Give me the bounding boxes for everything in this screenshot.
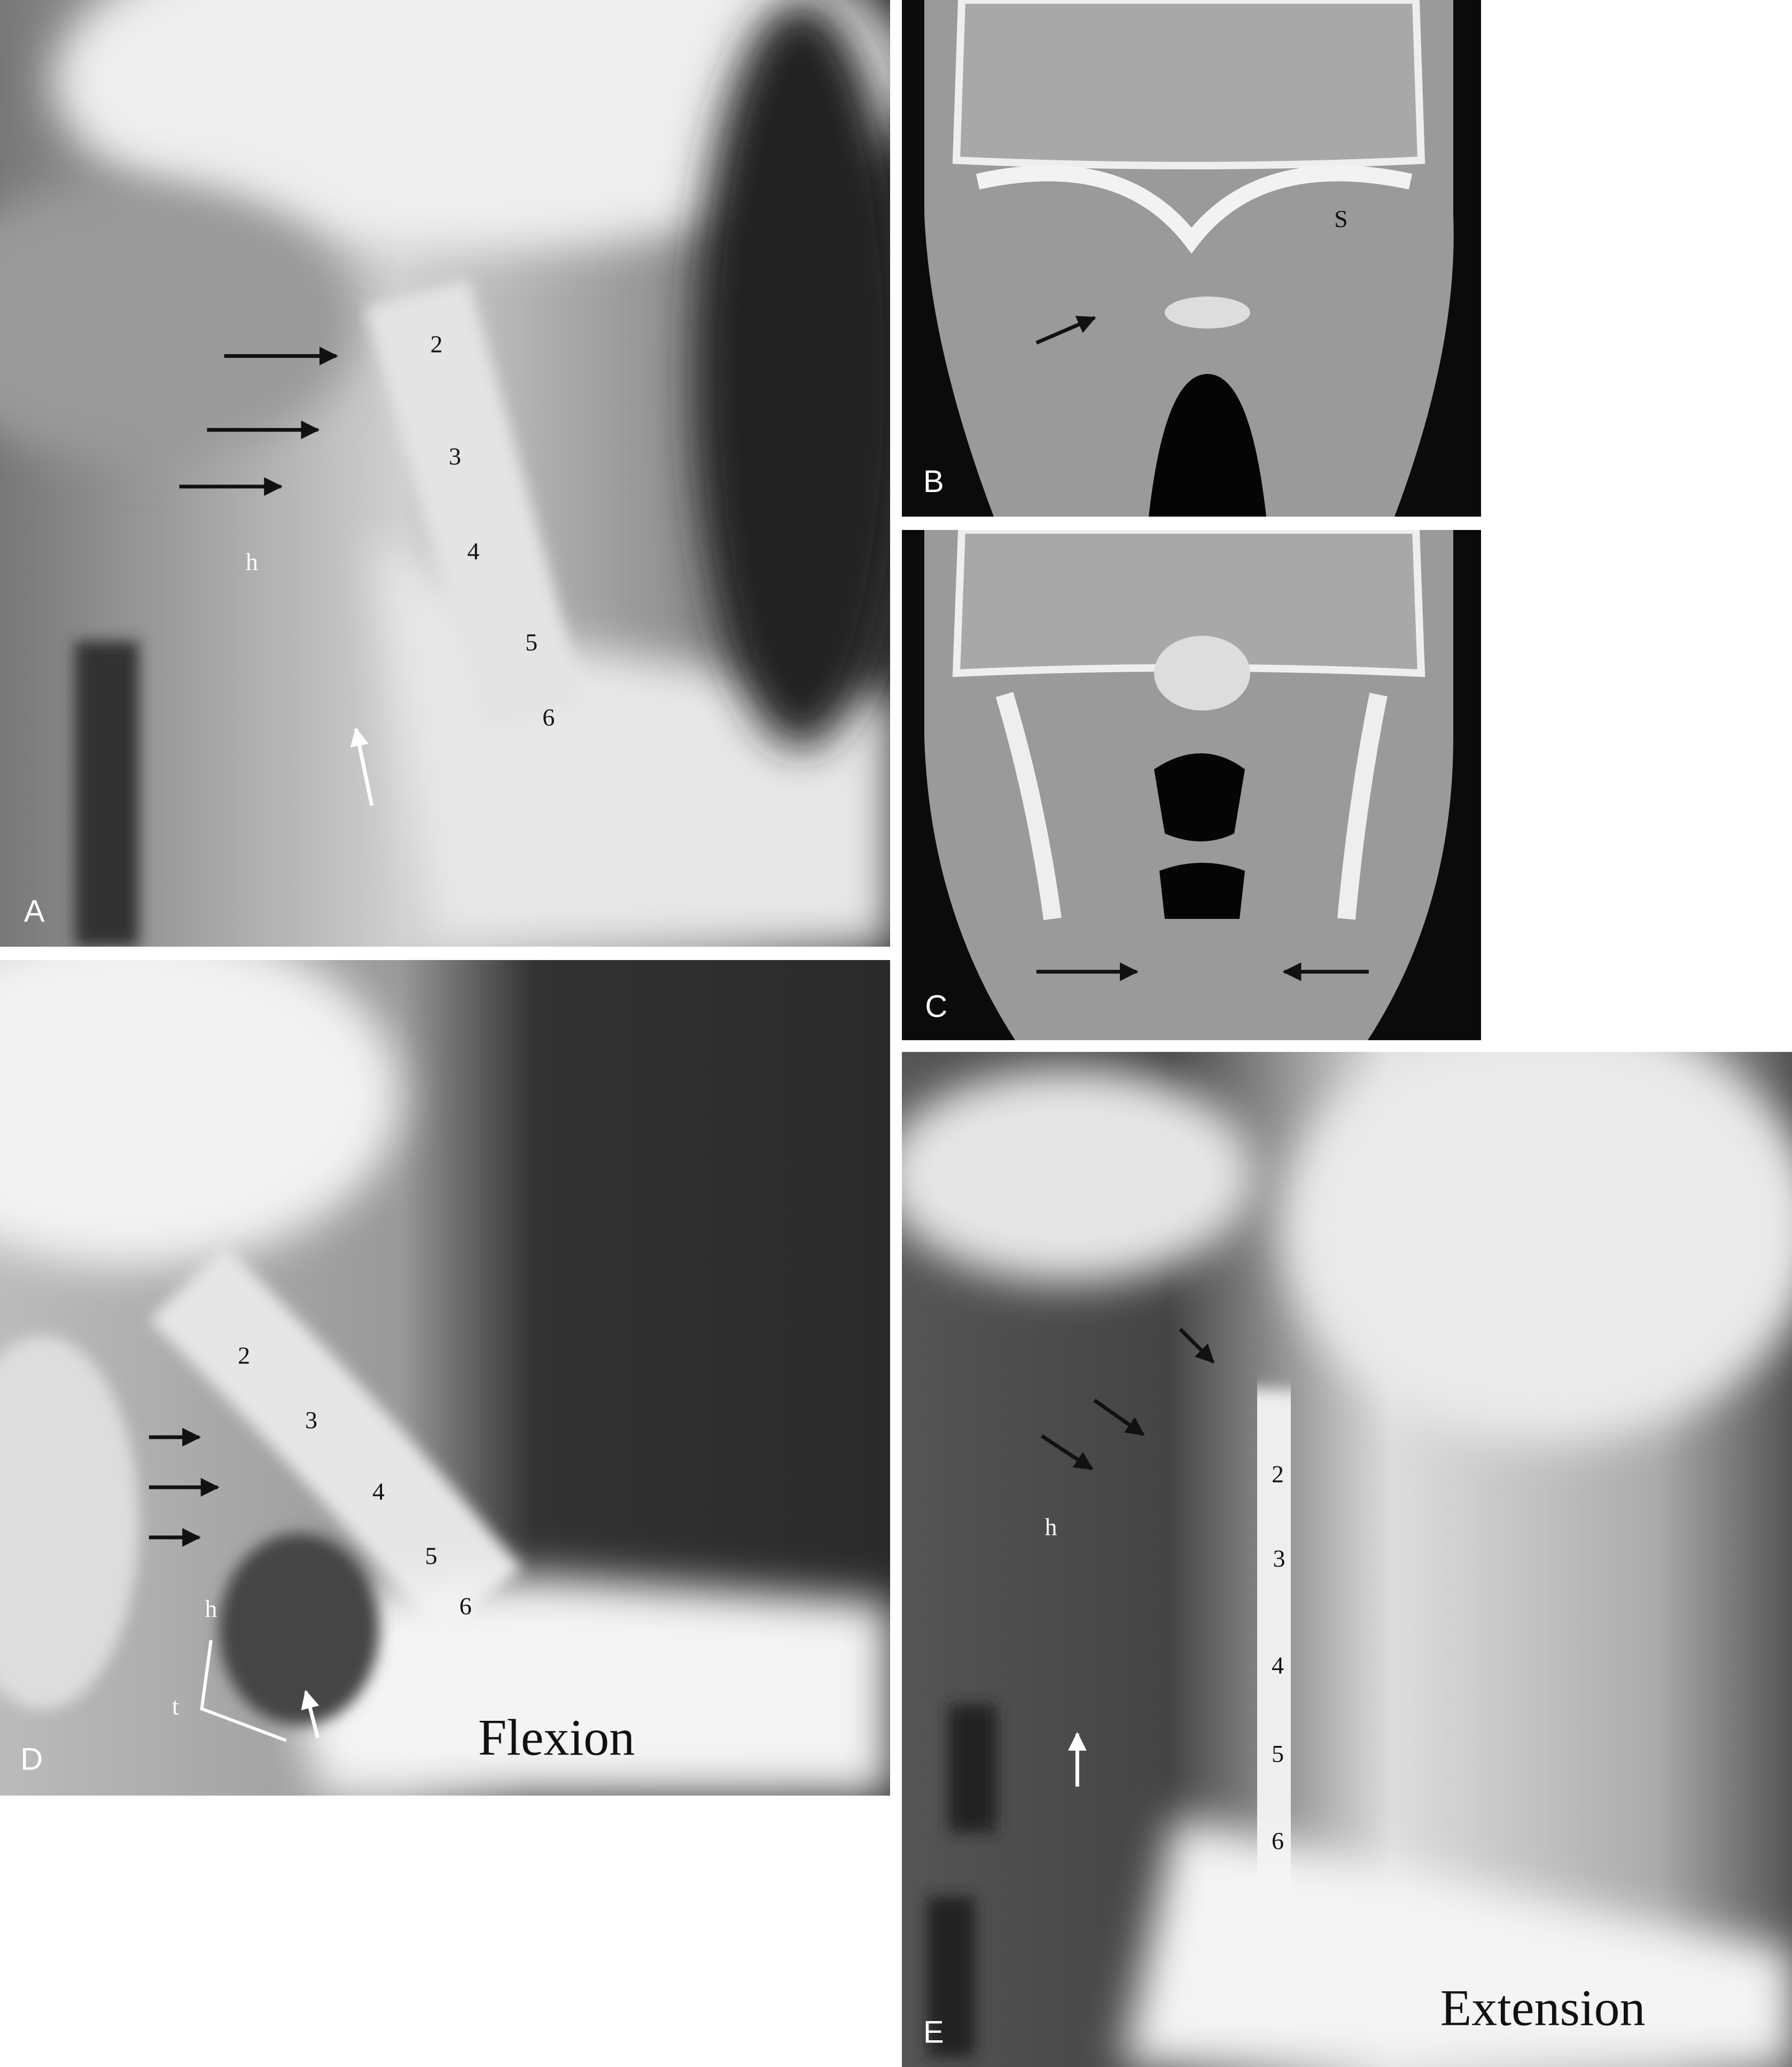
anatomic-label: 6: [1272, 1827, 1284, 1854]
arrow: [1179, 1328, 1215, 1363]
anatomic-label: 3: [1273, 1545, 1285, 1572]
panel-b-image: [902, 0, 1481, 517]
anatomic-label: h: [205, 1595, 217, 1622]
anatomic-label: 4: [468, 537, 480, 565]
panel-a-image: [0, 0, 890, 947]
arrow: [1040, 1434, 1094, 1471]
panel-e-image: [902, 1052, 1792, 2067]
labels: A23456hBSCD23456htFlexionE23456hExtensio…: [20, 205, 1645, 2049]
anatomic-label: 4: [1272, 1652, 1284, 1679]
anatomic-label: h: [246, 548, 258, 575]
panel-letter: E: [923, 2015, 944, 2049]
panel-c-image: [902, 530, 1481, 1040]
bracket-line: [200, 1640, 287, 1742]
anatomic-label: t: [172, 1692, 179, 1720]
anatomic-label: 6: [542, 704, 555, 731]
anatomic-label: S: [1334, 205, 1348, 232]
panel-caption: Extension: [1440, 1979, 1646, 2037]
arrows: [149, 316, 1369, 1787]
panel-letter: B: [923, 464, 944, 499]
arrow: [1093, 1399, 1145, 1437]
arrow: [350, 727, 374, 806]
anatomic-label: 5: [425, 1542, 438, 1570]
arrow: [1035, 316, 1096, 345]
anatomic-label: 5: [1272, 1740, 1284, 1767]
panel-letter: C: [925, 989, 947, 1024]
anatomic-label: 6: [459, 1593, 472, 1620]
panel-d-image: [0, 960, 890, 1796]
anatomic-label: 3: [305, 1407, 317, 1434]
anatomic-label: 4: [372, 1478, 385, 1505]
anatomic-label: 3: [449, 442, 461, 470]
panel-caption: Flexion: [478, 1709, 635, 1766]
anatomic-label: 2: [238, 1342, 250, 1369]
anatomic-label: h: [1045, 1513, 1057, 1540]
panel-letter: D: [20, 1742, 43, 1777]
anatomic-label: 5: [525, 628, 537, 656]
arrow: [301, 1690, 320, 1738]
anatomic-label: 2: [1272, 1461, 1284, 1488]
anatomic-label: 2: [430, 331, 442, 358]
panel-letter: A: [24, 894, 45, 929]
